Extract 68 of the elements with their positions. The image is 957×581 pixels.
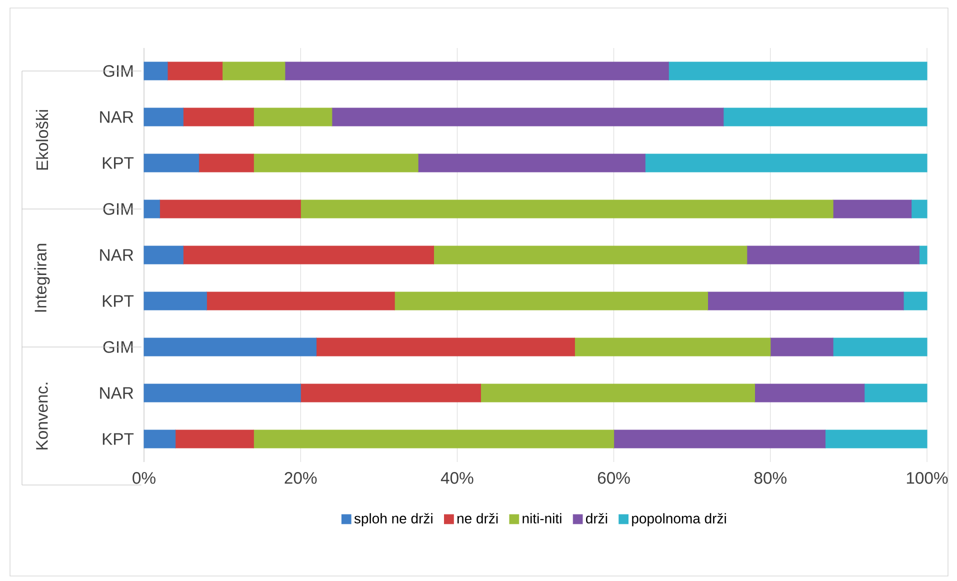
bar [746, 246, 920, 264]
bar [614, 430, 826, 448]
y-tick-label: NAR [100, 249, 134, 261]
text: Konvenc. [36, 382, 48, 450]
bar [144, 384, 301, 402]
x-tick-label: 20% [284, 472, 317, 484]
bar [480, 384, 756, 402]
bar [864, 384, 928, 402]
bar [918, 246, 928, 264]
legend-label: ne drži [457, 513, 498, 524]
legend-label: niti-niti [522, 513, 562, 524]
text: Ekološki [36, 110, 48, 170]
bar [394, 292, 708, 310]
bar [911, 200, 928, 218]
bar [832, 338, 928, 356]
bar [144, 246, 184, 264]
bar [175, 430, 254, 448]
bar [198, 154, 254, 172]
bar [144, 338, 317, 356]
bar [253, 154, 418, 172]
y-tick-label: KPT [102, 433, 134, 445]
x-tick-label: 80% [754, 472, 786, 484]
bar [832, 200, 912, 218]
legend-label: drži [586, 513, 608, 524]
bar [754, 384, 865, 402]
bar [144, 154, 200, 172]
bar [222, 62, 286, 80]
x-tick-label: 40% [440, 472, 474, 484]
y-tick-label: NAR [100, 387, 134, 399]
bar [284, 62, 669, 80]
y-tick-label: NAR [100, 111, 134, 123]
bar [167, 62, 223, 80]
y-tick-label: GIM [103, 203, 133, 215]
legend-label: sploh ne drži [354, 513, 432, 526]
bar [574, 338, 771, 356]
bar [144, 292, 207, 310]
bar [253, 430, 614, 448]
bar [433, 246, 748, 264]
bar [300, 384, 481, 402]
bar [668, 62, 928, 80]
y-tick-label: GIM [103, 65, 133, 77]
bar [316, 338, 575, 356]
bar [723, 108, 928, 126]
y-tick-label: GIM [103, 341, 133, 353]
bar [182, 246, 434, 264]
bar [418, 154, 646, 172]
y-tick-label: KPT [102, 157, 134, 169]
bar [770, 338, 834, 356]
bar [707, 292, 904, 310]
x-tick-label: 0% [132, 472, 156, 484]
bar [253, 108, 332, 126]
text: Integriran [34, 244, 50, 312]
bar [159, 200, 301, 218]
bar [824, 430, 928, 448]
bar [644, 154, 928, 172]
bar [144, 62, 168, 80]
y-tick-label: KPT [102, 295, 134, 307]
bar [903, 292, 928, 310]
bar [144, 430, 176, 448]
bar [144, 108, 184, 126]
bar [144, 200, 160, 218]
bar [182, 108, 254, 126]
legend-label: popolnoma drži [632, 513, 726, 526]
bar [332, 108, 724, 126]
bar [300, 200, 834, 218]
x-tick-label: 100% [906, 472, 948, 484]
bar [206, 292, 395, 310]
x-tick-label: 60% [598, 472, 630, 484]
